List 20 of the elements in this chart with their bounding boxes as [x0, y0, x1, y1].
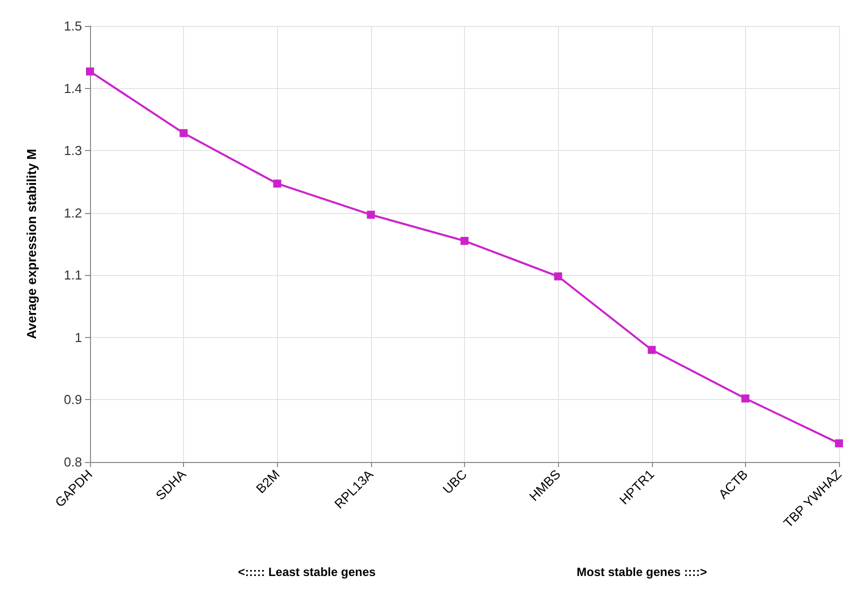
y-axis-title: Average expression stability M [24, 148, 39, 340]
point [460, 236, 468, 245]
point [648, 346, 656, 354]
y-tick-label: 1.3 [64, 143, 82, 158]
y-tick-label: 1.4 [64, 80, 82, 96]
y-tick-label: 1.2 [64, 205, 82, 220]
point [741, 394, 750, 402]
y-tick-label: 0.9 [64, 392, 82, 408]
text: Most stable genes ::::> [576, 565, 708, 579]
text: <::::: Least stable genes [238, 565, 376, 579]
point [86, 67, 94, 76]
point [273, 180, 282, 188]
y-tick-label: 1.1 [64, 268, 82, 283]
point [366, 210, 375, 219]
point [180, 129, 188, 138]
y-tick-label: 0.8 [64, 454, 82, 470]
point [835, 439, 843, 448]
y-tick-label: 1 [74, 330, 82, 345]
y-tick-label: 1.5 [64, 18, 82, 34]
point [554, 272, 562, 280]
